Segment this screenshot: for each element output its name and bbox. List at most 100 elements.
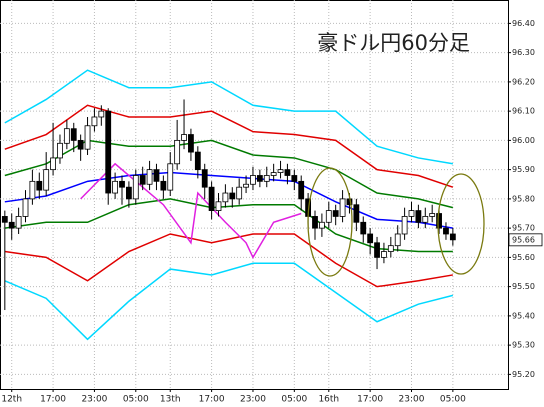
- x-tick-label: 23:00: [81, 395, 107, 405]
- candle-body: [312, 216, 318, 229]
- candle-body: [270, 172, 277, 176]
- x-tick-label: 23:00: [399, 395, 425, 405]
- candle-body: [415, 210, 422, 223]
- candle-body: [70, 128, 77, 141]
- candle-body: [119, 180, 125, 188]
- candle-body: [22, 198, 29, 217]
- candle-body: [318, 221, 325, 229]
- x-tick-label: 16th: [318, 395, 339, 405]
- indicator-line: [4, 262, 454, 341]
- candle-body: [339, 198, 346, 217]
- candle-body: [215, 201, 222, 211]
- x-tick-label: 17:00: [199, 395, 225, 405]
- candle-body: [422, 216, 429, 223]
- x-tick-label: 05:00: [281, 395, 307, 405]
- candle-body: [139, 175, 146, 185]
- grid: [0, 0, 508, 389]
- candle-body: [174, 139, 181, 165]
- candle-body: [98, 110, 105, 118]
- candle-body: [1, 216, 8, 223]
- candle-body: [77, 139, 84, 150]
- candle-body: [63, 128, 70, 144]
- candle-body: [15, 216, 22, 229]
- y-tick-label: 96.30: [512, 48, 535, 57]
- candle-body: [408, 210, 415, 217]
- candle-body: [449, 233, 456, 241]
- candle-body: [401, 216, 408, 235]
- candle-body: [436, 213, 442, 229]
- x-tick-label: 17:00: [357, 395, 383, 405]
- candle-body: [29, 180, 36, 200]
- candle-body: [360, 221, 367, 235]
- candle-body: [43, 169, 50, 191]
- x-tick-label: 17:00: [40, 395, 66, 405]
- x-tick-label: 05:00: [123, 395, 149, 405]
- candle-body: [84, 125, 91, 150]
- chart-title: 豪ドル円60分足: [317, 31, 470, 55]
- candle-body: [188, 134, 194, 153]
- candle-body: [387, 245, 394, 252]
- candle-body: [284, 169, 291, 176]
- candle-body: [112, 180, 119, 194]
- candle-body: [243, 183, 249, 188]
- y-tick-label: 95.30: [512, 341, 535, 350]
- candle-body: [201, 169, 208, 188]
- y-tick-label: 95.80: [512, 194, 535, 203]
- candle-body: [160, 180, 167, 191]
- candle-body: [146, 169, 153, 185]
- candle-body: [153, 169, 160, 182]
- candle-body: [194, 151, 201, 171]
- x-tick-label: 12th: [1, 395, 22, 405]
- candle-body: [298, 180, 305, 200]
- y-tick-label: 95.40: [512, 311, 535, 320]
- candle-body: [36, 180, 43, 191]
- candle-body: [167, 163, 174, 191]
- candle-body: [353, 204, 360, 223]
- candle-body: [250, 175, 256, 185]
- y-tick-label: 95.70: [512, 224, 535, 233]
- highlight-ellipse: [307, 167, 353, 277]
- candle-body: [229, 192, 236, 200]
- indicator-line: [4, 171, 453, 229]
- candle-body: [367, 233, 374, 244]
- candle-body: [132, 175, 139, 200]
- candle-body: [332, 210, 339, 217]
- marks: [1, 69, 456, 341]
- indicator-line: [80, 162, 302, 259]
- highlight-ellipse: [437, 173, 485, 275]
- x-tick-label: 13th: [160, 395, 181, 405]
- candle-body: [263, 175, 270, 182]
- y-tick-label: 96.20: [512, 77, 535, 86]
- candle-body: [91, 116, 98, 127]
- y-tick-label: 95.60: [512, 253, 535, 262]
- candle-body: [256, 175, 263, 182]
- x-tick-label: 05:00: [440, 395, 466, 405]
- candle-body: [429, 213, 436, 217]
- candle-body: [236, 186, 243, 200]
- candle-body: [50, 157, 56, 171]
- last-price-box: [508, 233, 543, 247]
- y-tick-label: 96.00: [512, 136, 535, 145]
- y-tick-label: 95.20: [512, 370, 535, 379]
- candle-body: [222, 192, 229, 203]
- plot-frame: [0, 0, 509, 390]
- y-tick-label: 96.40: [512, 19, 535, 28]
- indicator-line: [4, 233, 453, 288]
- indicator-line: [4, 69, 453, 165]
- candle-body: [374, 242, 380, 258]
- y-tick-label: 95.90: [512, 165, 535, 174]
- candle-body: [381, 251, 387, 258]
- y-tick-label: 96.10: [512, 107, 535, 116]
- candle-body: [443, 227, 449, 235]
- candle-body: [125, 186, 132, 200]
- y-tick-label: 95.50: [512, 282, 535, 291]
- candle-body: [277, 169, 284, 173]
- candle-body: [291, 175, 298, 182]
- candle-body: [181, 134, 187, 141]
- candle-body: [208, 186, 215, 211]
- candle-body: [8, 221, 15, 229]
- candle-body: [57, 142, 63, 159]
- candle-body: [105, 110, 112, 194]
- last-price-label: 95.66: [512, 235, 535, 244]
